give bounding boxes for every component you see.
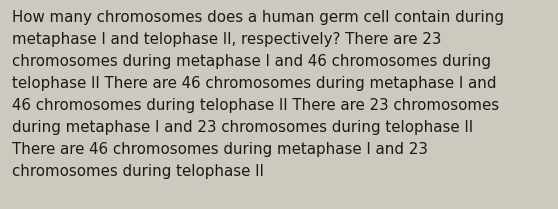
Text: 46 chromosomes during telophase II There are 23 chromosomes: 46 chromosomes during telophase II There… <box>12 98 499 113</box>
Text: during metaphase I and 23 chromosomes during telophase II: during metaphase I and 23 chromosomes du… <box>12 120 473 135</box>
Text: metaphase I and telophase II, respectively? There are 23: metaphase I and telophase II, respective… <box>12 32 441 47</box>
Text: chromosomes during metaphase I and 46 chromosomes during: chromosomes during metaphase I and 46 ch… <box>12 54 491 69</box>
Text: There are 46 chromosomes during metaphase I and 23: There are 46 chromosomes during metaphas… <box>12 142 428 157</box>
Text: chromosomes during telophase II: chromosomes during telophase II <box>12 164 264 179</box>
Text: How many chromosomes does a human germ cell contain during: How many chromosomes does a human germ c… <box>12 10 504 25</box>
Text: telophase II There are 46 chromosomes during metaphase I and: telophase II There are 46 chromosomes du… <box>12 76 497 91</box>
